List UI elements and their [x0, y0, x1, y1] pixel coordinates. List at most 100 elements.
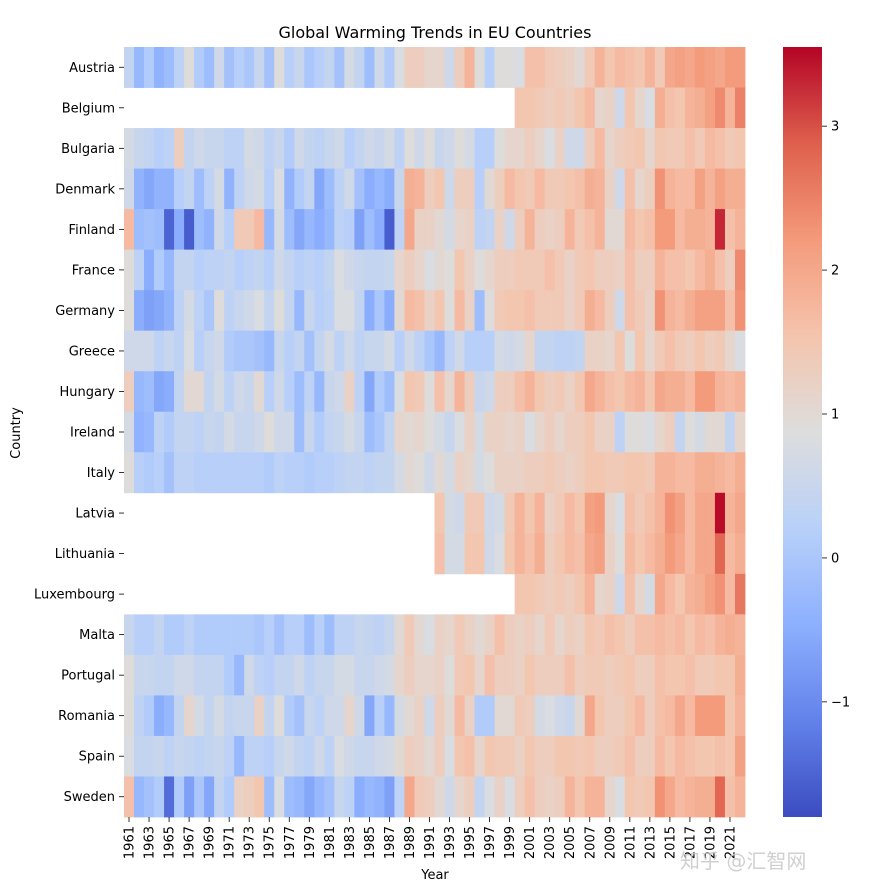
heatmap-cell: [594, 330, 606, 372]
heatmap-cell: [364, 47, 375, 88]
heatmap-cell: [564, 209, 576, 251]
heatmap-cell: [724, 695, 736, 737]
heatmap-cell: [164, 47, 175, 88]
heatmap-cell: [564, 128, 576, 169]
heatmap-cell: [384, 128, 395, 169]
heatmap-cell: [664, 411, 676, 453]
heatmap-cell: [734, 330, 746, 372]
heatmap-cell: [624, 168, 636, 210]
heatmap-cell: [404, 614, 415, 656]
heatmap-cell: [394, 735, 405, 777]
heatmap-cell: [614, 452, 626, 494]
heatmap-cell: [634, 695, 646, 737]
heatmap-cell: [144, 330, 155, 372]
heatmap-cell: [264, 735, 275, 777]
heatmap-cell: [284, 290, 295, 332]
heatmap-cell: [314, 735, 325, 777]
heatmap-cell: [444, 371, 455, 413]
heatmap-cell: [484, 411, 495, 453]
heatmap-cell: [584, 452, 596, 494]
colorbar-tick-label: 3: [831, 120, 839, 135]
x-axis-label: Year: [420, 868, 449, 883]
heatmap-cell: [504, 735, 516, 777]
y-tick-label: Lithuania: [55, 547, 115, 562]
heatmap-cell: [564, 695, 576, 737]
heatmap-cell: [654, 249, 666, 291]
heatmap-cell: [134, 776, 145, 818]
heatmap-cell: [434, 695, 445, 737]
heatmap-cell: [324, 695, 335, 737]
heatmap-cell: [654, 695, 666, 737]
heatmap-cell: [144, 168, 155, 210]
heatmap-cell: [224, 614, 235, 656]
heatmap-cell: [264, 452, 275, 494]
heatmap-cell: [694, 87, 706, 129]
heatmap-cell: [644, 168, 656, 210]
y-tick-label: Denmark: [55, 182, 115, 197]
heatmap-cell: [694, 735, 706, 777]
x-tick-label: 2001: [523, 826, 538, 859]
heatmap-cell: [194, 411, 205, 453]
heatmap-cell: [554, 411, 566, 453]
heatmap-cell: [704, 209, 716, 251]
heatmap-cell: [684, 614, 696, 656]
heatmap-cell: [694, 654, 706, 696]
heatmap-cell: [414, 330, 425, 372]
heatmap-cell: [364, 371, 375, 413]
heatmap-cell: [124, 614, 135, 656]
heatmap-cell: [384, 290, 395, 332]
heatmap-cell: [734, 290, 746, 332]
heatmap-cell: [564, 776, 576, 818]
x-tick-label: 1961: [123, 826, 138, 859]
heatmap-cell: [704, 290, 716, 332]
heatmap-cell: [644, 128, 656, 169]
heatmap-cell: [244, 47, 255, 88]
heatmap-cell: [714, 411, 726, 453]
heatmap-cell: [124, 776, 135, 818]
heatmap-cell: [534, 290, 546, 332]
heatmap-cell: [714, 330, 726, 372]
heatmap-cell: [154, 695, 165, 737]
heatmap-cell: [324, 168, 335, 210]
heatmap-cell: [484, 776, 495, 818]
heatmap-cell: [384, 776, 395, 818]
heatmap-cell: [674, 371, 686, 413]
heatmap-cell: [204, 452, 215, 494]
heatmap-cell: [334, 614, 345, 656]
heatmap-cell: [654, 209, 666, 251]
heatmap-cell: [174, 776, 185, 818]
heatmap-cell: [544, 371, 556, 413]
heatmap-cell: [724, 249, 736, 291]
heatmap-cell: [604, 128, 616, 169]
heatmap-cell: [364, 128, 375, 169]
heatmap-cell: [184, 695, 195, 737]
heatmap-cell: [464, 776, 475, 818]
heatmap-cell: [344, 290, 355, 332]
heatmap-cell: [494, 47, 506, 88]
heatmap-cell: [474, 128, 485, 169]
heatmap-cell: [524, 330, 536, 372]
heatmap-cell: [134, 249, 145, 291]
heatmap-cell: [424, 452, 435, 494]
heatmap-cell: [194, 330, 205, 372]
heatmap-cell: [424, 209, 435, 251]
heatmap-cell: [444, 776, 455, 818]
heatmap-cell: [704, 411, 716, 453]
heatmap-cell: [564, 735, 576, 777]
heatmap-cell: [134, 290, 145, 332]
heatmap-cell: [544, 87, 556, 129]
heatmap-cell: [454, 614, 465, 656]
heatmap-cell: [234, 168, 245, 210]
heatmap-cell: [174, 290, 185, 332]
heatmap-cell: [374, 614, 385, 656]
heatmap-cell: [564, 87, 576, 129]
heatmap-cell: [264, 371, 275, 413]
heatmap-cell: [644, 776, 656, 818]
heatmap-cell: [144, 209, 155, 251]
heatmap-cell: [704, 330, 716, 372]
heatmap-cell: [514, 654, 526, 696]
heatmap-cell: [184, 249, 195, 291]
heatmap-cell: [214, 411, 225, 453]
heatmap-cell: [694, 290, 706, 332]
heatmap-cell: [334, 47, 345, 88]
